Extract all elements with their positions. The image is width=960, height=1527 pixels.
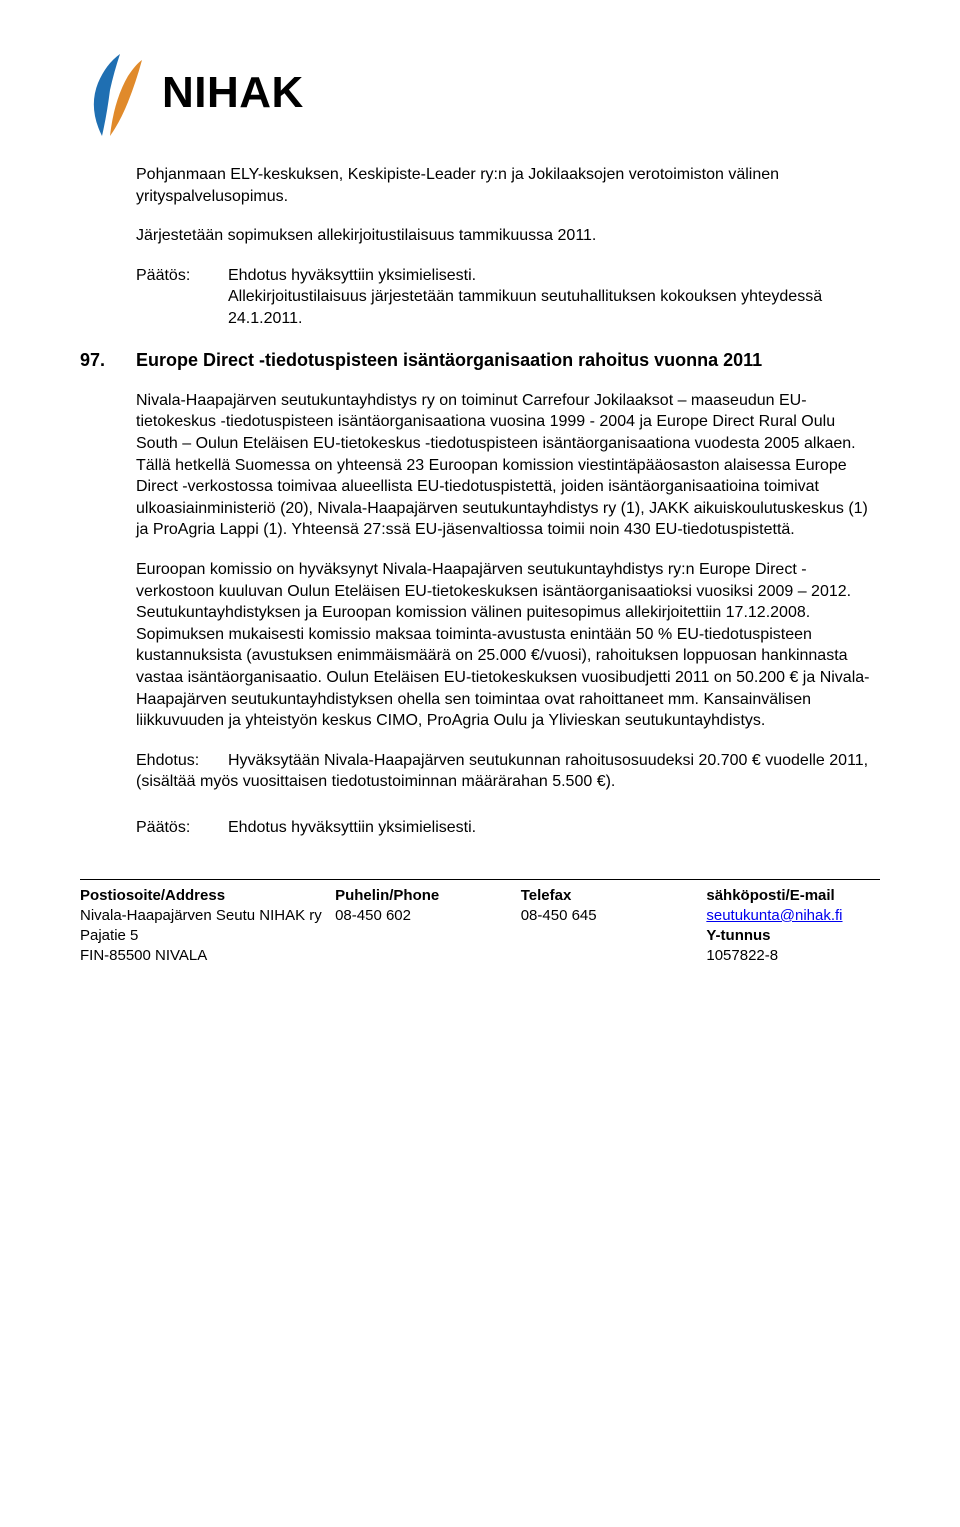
decision-text-bottom: Ehdotus hyväksyttiin yksimielisesti.: [228, 817, 880, 839]
footer-fax: 08-450 645: [521, 907, 597, 924]
footer-email-link[interactable]: seutukunta@nihak.fi: [706, 907, 842, 924]
logo-mark-icon: [80, 48, 148, 138]
section-number: 97.: [80, 348, 136, 372]
footer-phone-header: Puhelin/Phone: [335, 887, 439, 904]
proposal-label: Ehdotus:: [136, 750, 228, 772]
footer-address-header: Postiosoite/Address: [80, 887, 225, 904]
proposal-block: Ehdotus:Hyväksytään Nivala-Haapajärven s…: [136, 750, 880, 793]
decision-label: Päätös:: [136, 265, 228, 330]
decision-text: Ehdotus hyväksyttiin yksimielisesti. All…: [228, 265, 880, 330]
intro-paragraph-1: Pohjanmaan ELY-keskuksen, Keskipiste-Lea…: [136, 164, 880, 207]
decision-line1: Ehdotus hyväksyttiin yksimielisesti.: [228, 265, 880, 287]
footer-email-header: sähköposti/E-mail: [706, 887, 834, 904]
footer-street: Pajatie 5: [80, 927, 138, 944]
footer-org-name: Nivala-Haapajärven Seutu NIHAK ry: [80, 907, 322, 924]
logo-block: NIHAK: [80, 48, 880, 138]
section-header: 97. Europe Direct -tiedotuspisteen isänt…: [80, 348, 880, 372]
footer-fax-header: Telefax: [521, 887, 572, 904]
decision-bottom: Päätös: Ehdotus hyväksyttiin yksimielise…: [136, 817, 880, 839]
decision-label-bottom: Päätös:: [136, 817, 228, 839]
decision-line2: Allekirjoitustilaisuus järjestetään tamm…: [228, 286, 880, 329]
section-body-2: Euroopan komissio on hyväksynyt Nivala-H…: [136, 559, 880, 732]
footer-phone: 08-450 602: [335, 907, 411, 924]
footer-ytunnus-header: Y-tunnus: [706, 927, 770, 944]
logo-wordmark: NIHAK: [162, 63, 304, 122]
footer-ytunnus: 1057822-8: [706, 947, 778, 964]
page-footer: Postiosoite/Address Nivala-Haapajärven S…: [80, 879, 880, 967]
section-body-1: Nivala-Haapajärven seutukuntayhdistys ry…: [136, 390, 880, 541]
footer-city: FIN-85500 NIVALA: [80, 947, 207, 964]
intro-paragraph-2: Järjestetään sopimuksen allekirjoitustil…: [136, 225, 880, 247]
section-title: Europe Direct -tiedotuspisteen isäntäorg…: [136, 348, 880, 372]
decision-top: Päätös: Ehdotus hyväksyttiin yksimielise…: [136, 265, 880, 330]
proposal-text: Hyväksytään Nivala-Haapajärven seutukunn…: [136, 752, 868, 791]
